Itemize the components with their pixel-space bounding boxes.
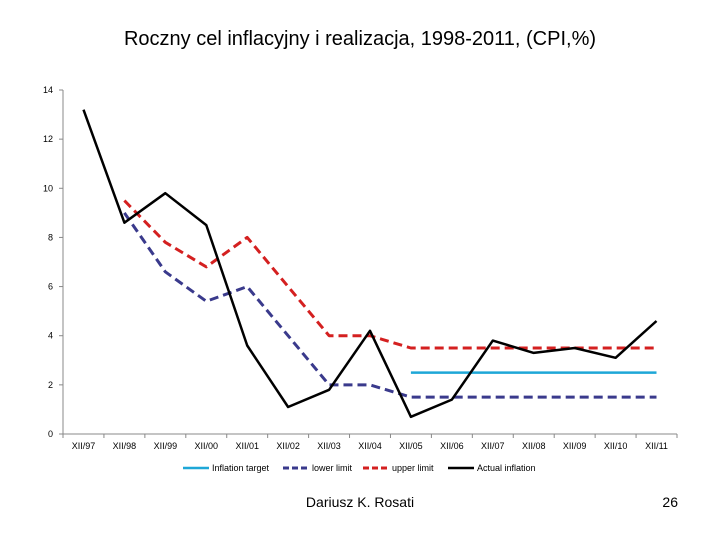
series-line-actual-inflation <box>82 109 658 419</box>
y-tick-label: 10 <box>43 183 53 193</box>
x-tick-label: XII/99 <box>154 441 178 451</box>
legend: Inflation target lower limit upper limit Ac… <box>183 463 536 473</box>
series-lines <box>82 109 658 419</box>
y-tick-label: 2 <box>48 380 53 390</box>
x-tick-label: XII/11 <box>645 441 668 451</box>
x-tick-label: XII/98 <box>113 441 137 451</box>
y-tick-label: 12 <box>43 134 53 144</box>
x-tick-label: XII/08 <box>522 441 546 451</box>
x-tick-label: XII/07 <box>481 441 505 451</box>
y-tick-label: 4 <box>48 331 53 341</box>
x-tick-label: XII/06 <box>440 441 464 451</box>
x-tick-label: XII/10 <box>604 441 628 451</box>
chart-title: Roczny cel inflacyjny i realizacja, 1998… <box>123 28 597 50</box>
legend-label: lower limit <box>312 463 353 473</box>
legend-label: upper limit <box>392 463 434 473</box>
footer-author: Dariusz K. Rosati <box>305 494 415 510</box>
x-tick-label: XII/01 <box>235 441 259 451</box>
y-tick-label: 6 <box>48 282 53 292</box>
legend-label: Inflation target <box>212 463 270 473</box>
x-tick-label: XII/05 <box>399 441 423 451</box>
x-tick-label: XII/03 <box>317 441 341 451</box>
y-tick-label: 8 <box>48 232 53 242</box>
axes: 0 2 4 6 8 10 12 14 XII/97 XII/98 XII/99 XII/00 XII/0… <box>43 85 678 451</box>
legend-label: Actual inflation <box>477 463 536 473</box>
slide-number: 26 <box>662 494 678 510</box>
x-tick-label: XII/09 <box>563 441 587 451</box>
x-tick-label: XII/04 <box>358 441 382 451</box>
x-tick-label: XII/00 <box>195 441 219 451</box>
x-tick-label: XII/97 <box>72 441 96 451</box>
series-line-lower-limit <box>123 212 657 399</box>
y-tick-label: 14 <box>43 85 53 95</box>
x-tick-label: XII/02 <box>276 441 300 451</box>
y-tick-label: 0 <box>48 429 53 439</box>
